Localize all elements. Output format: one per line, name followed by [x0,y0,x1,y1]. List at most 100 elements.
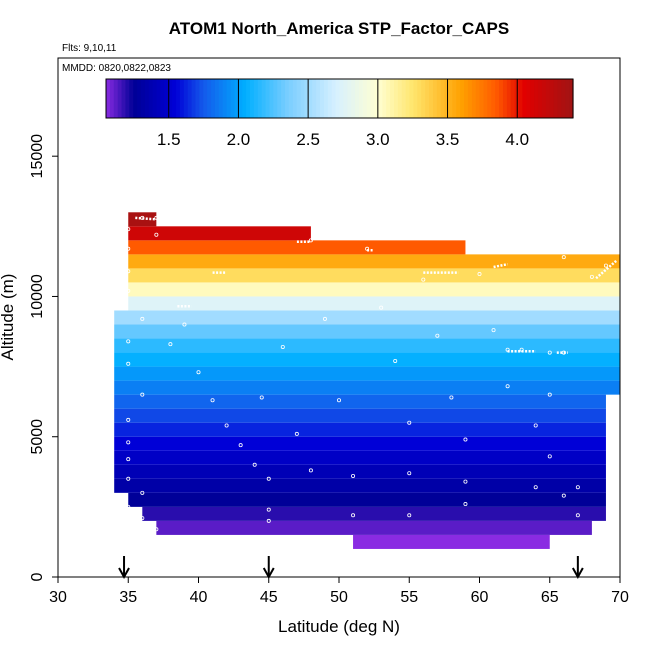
flight-track-point [407,513,412,518]
flight-track-point [547,392,552,397]
colorbar-segment [347,79,352,118]
x-tick-label: 70 [611,589,629,606]
flight-track-point [547,454,552,459]
colorbar-segment [246,79,251,118]
flight-track-point [561,255,566,260]
colorbar-segment [522,79,527,118]
colorbar-segment [199,79,204,118]
flight-track-point [252,462,257,467]
flight-track-point [294,431,299,436]
colorbar-segment [409,79,415,118]
colorbar-segment [152,79,158,118]
colorbar-segment [499,79,504,118]
flight-track-point [421,277,426,282]
flight-track-point [463,479,468,484]
heatmap-cell [128,492,606,507]
heatmap-cells [114,212,620,549]
colorbar-tick-label: 3.5 [436,130,460,149]
flight-track-point [280,344,285,349]
colorbar-segment [541,79,547,118]
colorbar-segment [176,79,181,118]
colorbar-segment [249,79,255,118]
colorbar-segment [382,79,387,118]
colorbar-segment [413,79,418,118]
flight-track-point [351,513,356,518]
flight-track-point [259,395,264,400]
colorbar-segment [164,79,169,118]
heatmap-cell [142,506,606,521]
colorbar-segment [226,79,232,118]
colorbar-segment [230,79,236,118]
flight-track-point [561,493,566,498]
colorbar-segment [253,79,259,118]
flight-track-point [154,527,159,532]
flight-track-point [126,457,131,462]
colorbar-segment [569,79,574,118]
colorbar-tick-label: 3.0 [366,130,390,149]
colorbar-segment [331,79,337,118]
flight-track-point [126,476,131,481]
flight-track-point [505,347,510,352]
colorbar-segment [160,79,165,118]
colorbar-segment [374,79,380,118]
colorbar-segment [327,79,333,118]
colorbar-segment [553,79,559,118]
heatmap-cell [128,254,620,269]
heatmap-cell [114,436,606,451]
colorbar-segment [421,79,426,118]
flight-track-point [126,339,131,344]
x-tick-label: 60 [471,589,489,606]
colorbar-segment [141,79,146,118]
heatmap-cell [128,240,466,255]
colorbar-segment [549,79,555,118]
colorbar-segment [429,79,434,118]
flight-track-point [154,215,159,220]
colorbar-tick-label: 2.5 [296,130,320,149]
colorbar-segment [125,79,130,118]
flight-track-point [575,485,580,490]
colorbar-segment [351,79,356,118]
flight-track-point [182,322,187,327]
colorbar-segment [277,79,282,118]
flight-track-point [266,518,271,523]
flight-track-point [126,227,131,232]
colorbar-segment [370,79,376,118]
colorbar-segment [191,79,197,118]
colorbar-segment [401,79,407,118]
flight-track-segment [135,216,157,221]
colorbar-segment [183,79,189,118]
colorbar-segment [362,79,368,118]
colorbar-segment [432,79,438,118]
colorbar-segment [386,79,391,118]
x-tick-label: 35 [119,589,137,606]
flight-track-point [126,504,131,509]
flight-track-point [140,516,145,521]
flight-track-point [463,437,468,442]
colorbar-segment [557,79,562,118]
colorbar-tick-label: 1.5 [157,130,181,149]
heatmap-cell [114,464,606,479]
colorbar-segment [304,79,309,118]
colorbar-segment [545,79,551,118]
flight-track-point [266,507,271,512]
colorbar-segment [444,79,450,118]
flight-track-point [547,555,552,560]
heatmap-cell [128,282,620,297]
flight-track-point [533,485,538,490]
colorbar-segment [269,79,274,118]
colorbar-segment [452,79,457,118]
y-tick-label: 5000 [29,419,46,455]
colorbar-segment [335,79,341,118]
colorbar-segment [534,79,539,118]
flights-label: Flts: 9,10,11 [62,43,117,54]
colorbar-segment [323,79,329,118]
colorbar-segment [238,79,243,118]
colorbar-segment [343,79,348,118]
colorbar-segment [475,79,481,118]
flight-track [126,215,619,560]
flight-track-point [126,246,131,251]
heatmap-cell [114,422,606,437]
flight-track-point [519,347,524,352]
dates-label: MMDD: 0820,0822,0823 [62,63,171,74]
colorbar-segment [316,79,321,118]
